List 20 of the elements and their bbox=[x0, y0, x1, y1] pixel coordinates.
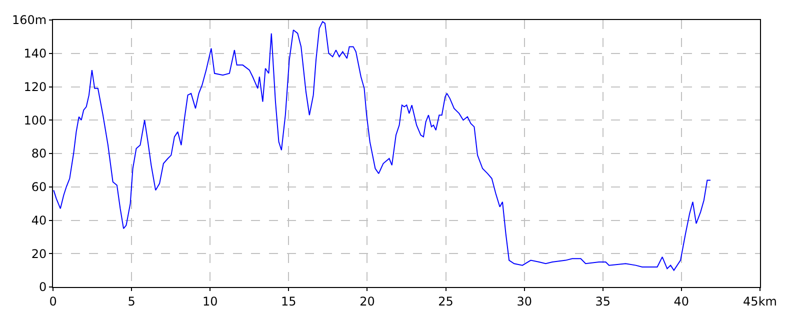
y-tick-label: 100 bbox=[24, 113, 47, 128]
y-tick-label: 0 bbox=[38, 280, 47, 294]
x-tick-label: 35 bbox=[595, 294, 611, 308]
y-tick-label: 120 bbox=[24, 80, 47, 94]
y-tick-label: 80 bbox=[31, 146, 47, 161]
y-tick-label: 140 bbox=[24, 46, 47, 61]
x-tick-label: 15 bbox=[281, 294, 296, 308]
x-tick-label: 20 bbox=[360, 294, 375, 308]
x-tick-label: 45km bbox=[743, 294, 777, 308]
y-tick-label: 40 bbox=[31, 213, 47, 228]
y-tick-label: 20 bbox=[31, 246, 47, 261]
y-tick-label: 60 bbox=[31, 180, 47, 194]
y-tick-label: 160m bbox=[12, 13, 47, 28]
x-tick-label: 10 bbox=[202, 294, 218, 308]
line-series bbox=[53, 21, 712, 271]
x-tick-label: 0 bbox=[49, 294, 57, 308]
x-tick-label: 25 bbox=[438, 294, 454, 308]
x-tick-label: 40 bbox=[674, 294, 690, 308]
x-tick-label: 5 bbox=[128, 294, 136, 308]
x-tick-label: 30 bbox=[516, 294, 532, 308]
